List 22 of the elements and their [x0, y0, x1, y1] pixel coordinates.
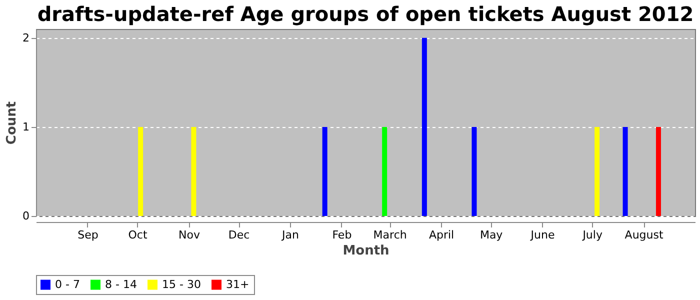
legend-label: 0 - 7: [55, 278, 80, 291]
y-tick-label: 1: [22, 120, 30, 134]
x-tick-label: March: [373, 228, 407, 242]
y-axis-title: Count: [4, 101, 20, 145]
x-tick-label: Jan: [280, 228, 299, 242]
y-tick-label: 2: [22, 31, 30, 44]
x-tick-label: April: [428, 228, 454, 242]
y-tick-label: 0: [22, 210, 30, 222]
x-tick-label: Sep: [78, 228, 98, 242]
x-tick-label: Oct: [128, 228, 148, 242]
x-axis-title: Month: [342, 244, 390, 258]
legend-label: 8 - 14: [105, 278, 137, 291]
legend-label: 15 - 30: [162, 278, 201, 291]
x-tick-label: August: [624, 228, 664, 242]
x-tick-label: May: [480, 228, 504, 242]
x-tick-label: July: [582, 228, 603, 242]
chart-title: drafts-update-ref Age groups of open tickets August 2012: [37, 2, 694, 26]
x-tick-label: Dec: [228, 228, 250, 242]
x-tick-label: June: [530, 228, 555, 242]
x-tick-label: Feb: [332, 228, 352, 242]
x-tick-label: Nov: [178, 228, 200, 242]
legend-label: 31+: [226, 278, 250, 291]
